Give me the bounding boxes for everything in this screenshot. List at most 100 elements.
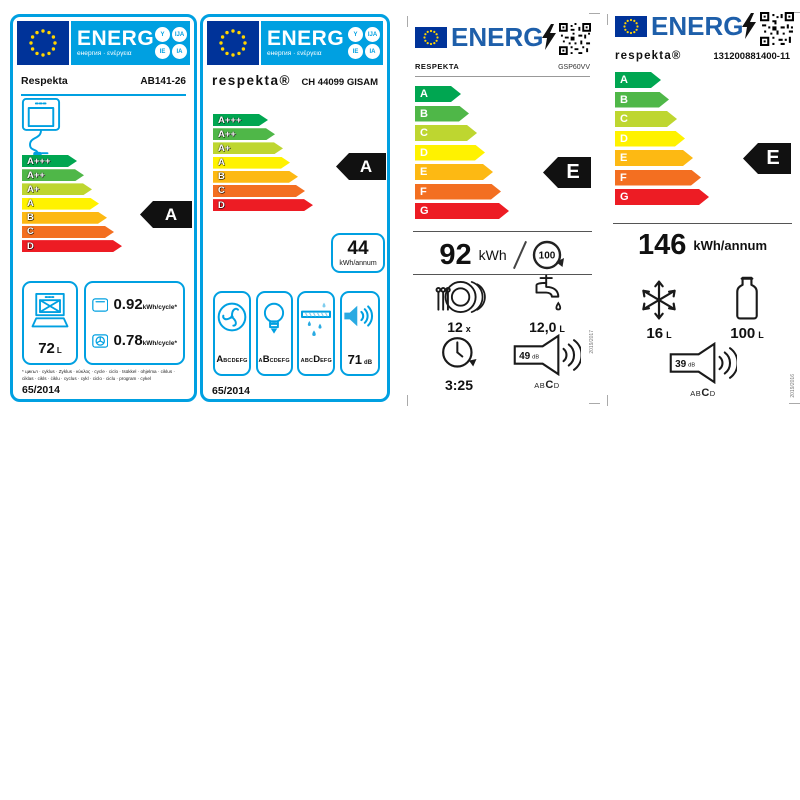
energy-consumption-row: 92 kWh 100 bbox=[405, 237, 600, 273]
scale-pre: AB bbox=[690, 389, 702, 398]
noise-speaker-icon: 49 dB bbox=[513, 334, 581, 376]
energ-subtitle: енергия · ενέργεια bbox=[77, 50, 132, 58]
energ-logo: ENERG bbox=[651, 11, 757, 41]
cavity-volume-value: 72 bbox=[38, 340, 55, 357]
annual-energy-box: 44 kWh/annum bbox=[331, 233, 385, 273]
energy-label-oven: ENERG енергия · ενέργεια Y IJA IE IA Res… bbox=[10, 14, 197, 402]
rating-arrow: E bbox=[743, 143, 791, 174]
water-caption: 12,0 L bbox=[529, 320, 565, 334]
fan-unit: kWh/cycle* bbox=[142, 340, 177, 347]
class-bar: A++ bbox=[22, 169, 84, 181]
capacity-value: 12 bbox=[447, 319, 463, 335]
brand-row: RESPEKTA GSP60VV bbox=[415, 62, 590, 77]
class-bar: D bbox=[22, 240, 122, 252]
energy-unit: kWh bbox=[478, 247, 507, 263]
language-badge: Y bbox=[348, 27, 363, 42]
lightning-bolt-icon bbox=[542, 24, 557, 50]
class-bar: C bbox=[22, 226, 114, 238]
eu-stars bbox=[219, 29, 247, 57]
fan-class-scale: ABCDEFG bbox=[216, 349, 247, 367]
regulation-number: 65/2014 bbox=[212, 385, 250, 397]
model-number: 131200881400-11 bbox=[713, 51, 790, 62]
noise-unit: dB bbox=[532, 354, 539, 360]
rating-arrow: A bbox=[140, 201, 192, 228]
language-badge: Y bbox=[155, 27, 170, 42]
fan-efficiency-box: ABCDEFG bbox=[213, 291, 251, 376]
per-slash bbox=[512, 240, 527, 270]
language-badge: IA bbox=[172, 44, 187, 59]
oven-plug-icon bbox=[21, 97, 61, 158]
energy-unit: kWh/annum bbox=[693, 238, 768, 253]
scale-selected: A bbox=[216, 354, 224, 365]
noise-cell: 49 dB ABCD bbox=[505, 334, 589, 391]
program-duration-icon bbox=[442, 337, 477, 368]
noise-value: 39 bbox=[675, 359, 687, 370]
brand-row: respekta® 131200881400-11 bbox=[615, 50, 790, 62]
class-bar: D bbox=[415, 145, 485, 161]
freezer-volume-unit: L bbox=[666, 330, 672, 340]
annual-energy-unit: kWh/annum bbox=[339, 260, 377, 267]
label-header: ENERG енергия · ενέργεια Y IJA IE IA bbox=[17, 21, 190, 65]
class-bar: A+ bbox=[213, 142, 283, 154]
fridge-volume-caption: 100 L bbox=[730, 326, 764, 341]
divider bbox=[413, 231, 592, 232]
class-bar: A bbox=[213, 157, 290, 169]
noise-value: 49 bbox=[519, 351, 531, 362]
crop-mark bbox=[407, 395, 408, 406]
rating-arrow: E bbox=[543, 157, 591, 188]
crop-mark bbox=[607, 395, 608, 406]
header-band: ENERG енергия · ενέργεια Y IJA IE IA bbox=[261, 21, 383, 65]
grease-class-scale: ABCDEFG bbox=[301, 349, 332, 367]
divider bbox=[613, 223, 792, 224]
brand-name: RESPEKTA bbox=[415, 62, 460, 71]
class-bar: D bbox=[615, 131, 685, 147]
noise-unit: dB bbox=[688, 362, 695, 368]
class-bar: A+ bbox=[22, 183, 92, 195]
water-cell: 12,0 L bbox=[505, 274, 589, 334]
fridge-volume-value: 100 bbox=[730, 325, 756, 342]
noise-value: 71 bbox=[347, 352, 363, 367]
noise-box: 71 dB bbox=[339, 291, 380, 376]
brand-name: Respekta bbox=[21, 75, 68, 87]
lightning-bolt-icon bbox=[742, 13, 757, 39]
noise-cell: 39 dB ABCD bbox=[661, 342, 745, 399]
bulb-icon bbox=[264, 302, 285, 334]
crop-mark bbox=[789, 12, 800, 13]
scale-post: CDEFG bbox=[269, 358, 290, 364]
energy-label-hood: ENERG енергия · ενέργεια Y IJA IE IA res… bbox=[200, 14, 390, 402]
label-header: ENERG енергия · ενέργεια Y IJA IE IA bbox=[207, 21, 383, 65]
oven-fan-icon bbox=[92, 334, 109, 348]
energy-value: 92 bbox=[439, 238, 472, 271]
lighting-efficiency-box: ABCDEFG bbox=[255, 291, 293, 376]
energ-subtitle: енергия · ενέργεια bbox=[267, 50, 322, 58]
language-badge: IJA bbox=[172, 27, 187, 42]
regulation-number: 2019/2016 bbox=[790, 374, 796, 398]
cavity-volume-box: 72 L bbox=[22, 281, 78, 365]
language-badges: Y IJA IE IA bbox=[348, 27, 380, 59]
language-badge: IE bbox=[155, 44, 170, 59]
noise-unit: dB bbox=[364, 360, 373, 366]
snowflake-icon bbox=[642, 280, 676, 320]
class-bar: A+++ bbox=[22, 155, 77, 167]
conventional-unit: kWh/cycle* bbox=[142, 304, 177, 311]
divider bbox=[413, 274, 592, 275]
eu-stars bbox=[29, 29, 57, 57]
class-bar: F bbox=[615, 170, 701, 186]
crop-mark bbox=[407, 16, 408, 27]
grease-filter-box: ABCDEFG bbox=[297, 291, 336, 376]
class-bar: B bbox=[22, 212, 107, 224]
eu-flag bbox=[207, 21, 259, 65]
header-band: ENERG енергия · ενέργεια Y IJA IE IA bbox=[71, 21, 190, 65]
energ-logo-text: ENERG bbox=[651, 11, 744, 41]
eu-flag bbox=[17, 21, 69, 65]
scale-post: EFG bbox=[320, 358, 332, 364]
scale-post: D bbox=[709, 389, 716, 398]
class-bar: C bbox=[415, 125, 477, 141]
crop-mark bbox=[589, 13, 600, 14]
scale-selected: C bbox=[545, 379, 554, 391]
fan-icon bbox=[217, 302, 247, 332]
capacity-cell: 12 x bbox=[417, 278, 501, 334]
annual-energy-value: 44 bbox=[347, 238, 369, 259]
conventional-heating-row: 0.92kWh/cycle* bbox=[92, 293, 177, 317]
